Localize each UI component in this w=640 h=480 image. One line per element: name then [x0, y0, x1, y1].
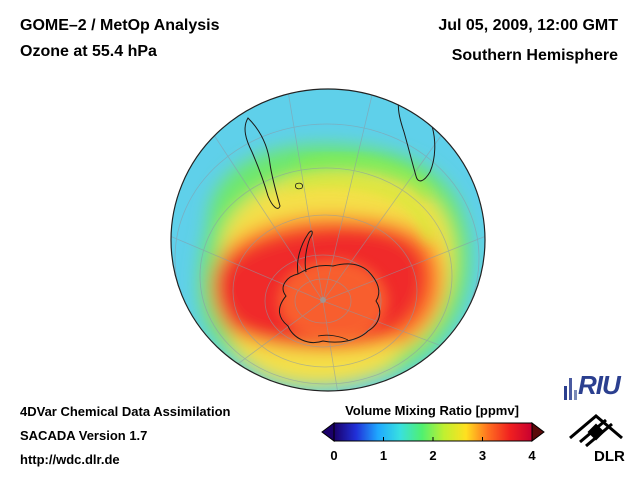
colorbar-tick-0: 0 [330, 448, 338, 463]
dlr-logo: DLR [566, 412, 626, 468]
vortex-core [278, 259, 388, 343]
colorbar-tick-4: 4 [528, 448, 536, 463]
colorbar-tick-1: 1 [379, 448, 388, 463]
antarctica-outline [279, 263, 381, 343]
dlr-logo-text: DLR [594, 448, 625, 465]
colorbar-low-arrow [321, 422, 335, 442]
streamer-1 [296, 155, 431, 198]
streamer-2 [286, 176, 434, 242]
riu-mark-icon [564, 378, 577, 400]
map-subtitle: Ozone at 55.4 hPa [20, 43, 157, 60]
globe-outline [170, 88, 486, 392]
footer-line-2: SACADA Version 1.7 [20, 428, 148, 443]
south-pole-marker [320, 297, 326, 303]
colorbar-high-arrow [531, 422, 545, 442]
colorbar [321, 422, 545, 442]
south-america-outline [244, 117, 281, 209]
southern-yellow [228, 331, 400, 386]
falkland-islands [295, 182, 303, 190]
riu-logo: RIU [562, 370, 628, 404]
antarctic-peninsula [297, 230, 313, 275]
map-region: Southern Hemisphere [451, 47, 618, 64]
map-title: GOME–2 / MetOp Analysis [20, 17, 220, 34]
footer-line-1: 4DVar Chemical Data Assimilation [20, 404, 231, 419]
colorbar-tick-marks [333, 437, 533, 441]
ice-shelf-detail [317, 334, 349, 341]
ozone-globe-map [170, 88, 486, 392]
colorbar-title: Volume Mixing Ratio [ppmv] [345, 403, 519, 418]
graticule [171, 90, 485, 391]
dlr-mark-icon [569, 414, 623, 448]
colorbar-tick-3: 3 [478, 448, 487, 463]
riu-logo-text: RIU [578, 370, 621, 400]
map-date: Jul 05, 2009, 12:00 GMT [438, 17, 618, 34]
footer-link[interactable]: http://wdc.dlr.de [20, 452, 120, 467]
colorbar-tick-2: 2 [429, 448, 437, 463]
